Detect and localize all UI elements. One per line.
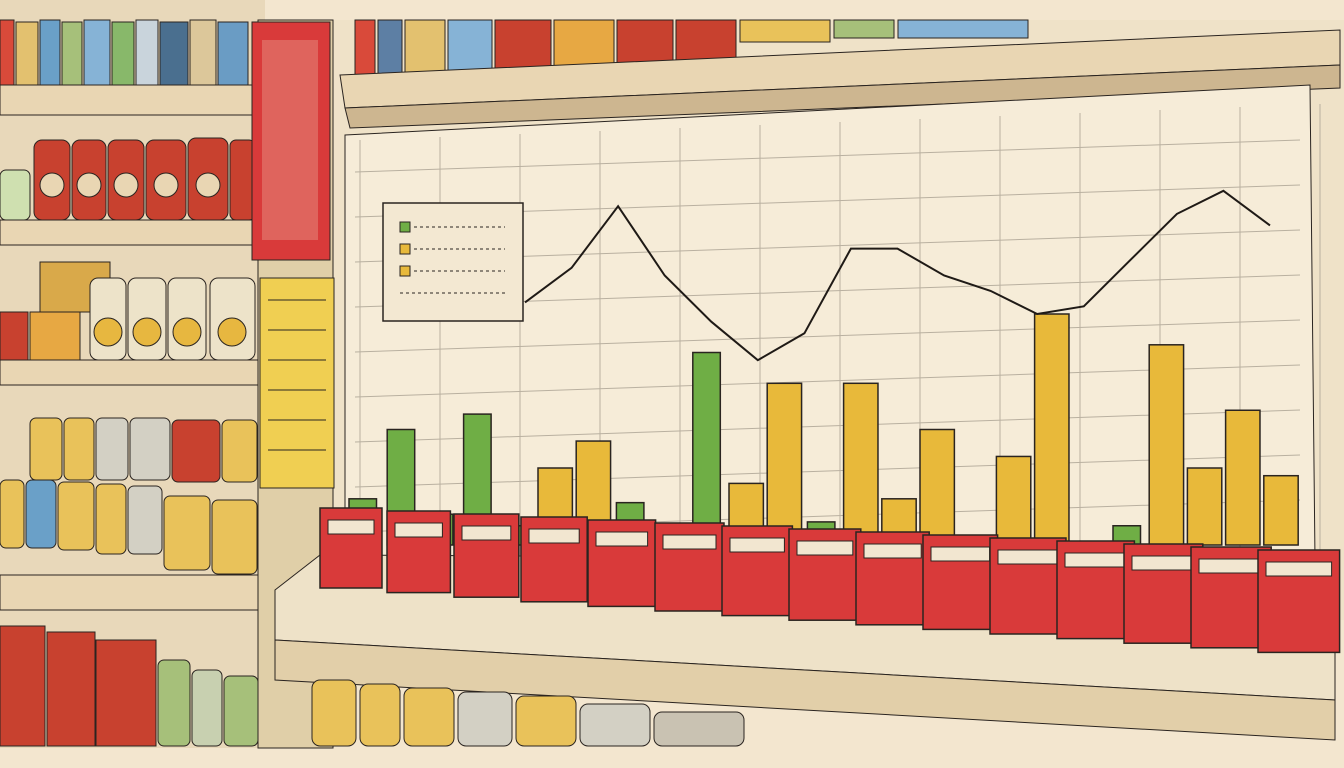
shelf-plank — [0, 84, 261, 116]
grid-line — [354, 409, 1301, 443]
grid-line — [354, 139, 1301, 173]
product-box-label — [327, 519, 375, 535]
shelf-plank — [0, 574, 259, 611]
legend-swatch-yellow — [399, 243, 411, 255]
product-box — [1056, 540, 1136, 640]
bottom-product-row — [0, 625, 259, 747]
chart-bar — [692, 351, 722, 546]
product-box-label — [1131, 555, 1196, 571]
can-row — [0, 417, 258, 575]
product-box-label — [461, 525, 512, 541]
product-box-label — [528, 528, 580, 544]
product-box-label — [1265, 561, 1333, 577]
product-box-label — [997, 549, 1059, 565]
product-box-label — [930, 546, 991, 562]
product-box — [654, 522, 725, 612]
legend-swatch-green — [399, 221, 411, 233]
chart-bar — [1224, 409, 1261, 546]
chart-bar — [995, 455, 1032, 546]
product-box — [1257, 549, 1341, 654]
top-shelf — [339, 19, 1341, 129]
grid-line — [354, 364, 1301, 398]
red-banner — [251, 21, 331, 261]
product-box — [453, 513, 520, 598]
chart-legend — [382, 202, 524, 322]
grid-line — [354, 319, 1301, 353]
product-box — [855, 531, 930, 626]
chart-bar — [1263, 474, 1299, 546]
chart-bar — [1033, 313, 1070, 546]
chart-grid — [354, 104, 1321, 555]
legend-swatch-yellow — [399, 265, 411, 277]
shelf-plank — [0, 359, 259, 386]
chart-bar — [766, 382, 803, 546]
chart-bar — [1148, 344, 1185, 546]
product-box-label — [595, 531, 649, 547]
product-box-label — [1198, 558, 1264, 574]
product-box-label — [662, 534, 717, 550]
shelf-plank — [0, 219, 256, 246]
left-shelf-unit — [0, 0, 265, 748]
red-product-boxes — [319, 507, 1341, 654]
product-box — [989, 537, 1067, 635]
jar-row — [0, 137, 256, 221]
product-box — [1123, 543, 1204, 644]
yellow-price-sign — [259, 277, 335, 489]
bottom-can-row — [311, 679, 745, 747]
product-box — [587, 519, 657, 608]
chart-bar — [919, 428, 956, 546]
chart-bar — [1186, 467, 1223, 546]
product-box — [788, 528, 862, 621]
grid-line — [354, 454, 1301, 488]
product-box — [386, 510, 452, 594]
product-box — [922, 534, 999, 631]
product-box — [721, 525, 794, 617]
product-box-label — [796, 540, 854, 556]
top-book-row — [0, 19, 249, 86]
bottle-row — [0, 261, 256, 361]
product-box-label — [394, 522, 443, 538]
product-box — [319, 507, 383, 589]
trend-line — [524, 189, 1271, 362]
product-box — [520, 516, 588, 603]
product-box-label — [729, 537, 785, 553]
product-box-label — [863, 543, 922, 559]
product-box-label — [1064, 552, 1127, 568]
chart-bar — [842, 382, 879, 546]
